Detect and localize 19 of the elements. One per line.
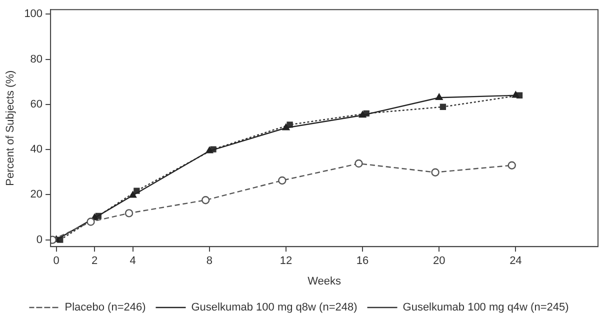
y-tick-label: 80: [30, 53, 43, 66]
y-tick-label: 60: [30, 98, 43, 110]
legend-label: Guselkumab 100 mg q4w (n=245): [402, 302, 569, 314]
x-tick-label: 0: [53, 255, 60, 268]
x-tick-label: 24: [510, 255, 522, 268]
x-tick-label: 8: [206, 255, 212, 268]
x-tick-label: 4: [130, 255, 136, 268]
x-tick-label: 20: [433, 255, 446, 268]
y-axis-title: Percent of Subjects (%): [4, 70, 17, 186]
y-tick-label: 100: [24, 8, 43, 20]
x-tick-label: 12: [280, 255, 292, 268]
x-tick-label: 2: [92, 255, 98, 268]
y-tick-label: 40: [30, 144, 43, 156]
y-tick-label: 0: [36, 234, 43, 246]
legend-label: Guselkumab 100 mg q8w (n=248): [191, 302, 358, 314]
x-axis-title: Weeks: [308, 275, 342, 288]
legend-label: Placebo (n=246): [64, 302, 146, 314]
x-tick-label: 16: [356, 255, 369, 268]
y-tick-label: 20: [30, 188, 43, 201]
